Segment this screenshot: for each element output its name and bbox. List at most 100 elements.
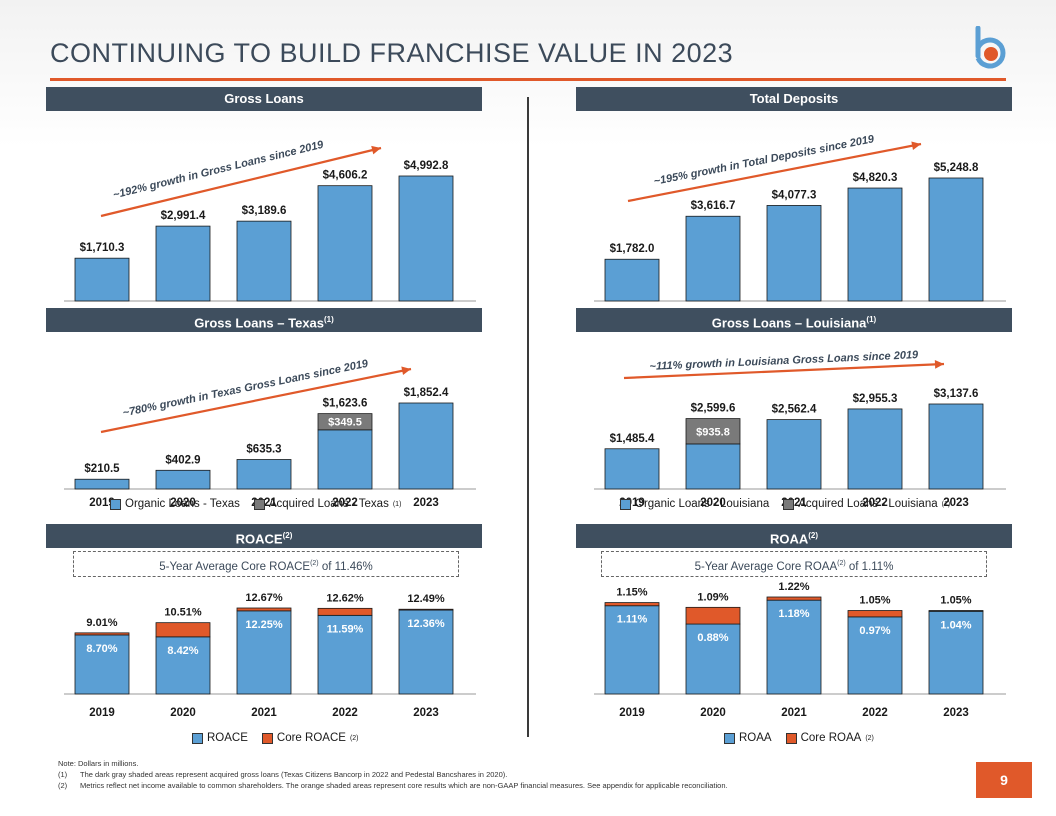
growth-annotation: ~780% growth in Texas Gross Loans since …: [122, 358, 370, 420]
growth-arrow: [627, 142, 922, 203]
bar-organic: [155, 225, 211, 302]
bar-core-increment: [155, 622, 211, 638]
x-tick-label: 2023: [413, 497, 439, 509]
roace-average-note: 5-Year Average Core ROACE(2) of 11.46%: [73, 551, 459, 577]
bar-organic: [604, 448, 660, 490]
core-roaa-swatch: [785, 732, 797, 744]
bar-organic: [928, 177, 984, 302]
roaa-legend: ROAA Core ROAA (2): [724, 732, 874, 744]
bar-organic: [155, 469, 211, 490]
legend-item-organic-texas: Organic Loans - Texas: [110, 498, 240, 510]
x-tick-label: 2022: [332, 707, 358, 719]
footnotes: Note: Dollars in millions. (1) The dark g…: [58, 758, 958, 791]
texas-loans-panel: Gross Loans – Texas(1) $210.5 2019 $402.9 2…: [46, 308, 482, 517]
data-label: $4,820.3: [853, 172, 898, 184]
x-tick-label: 2022: [862, 497, 888, 509]
legend-item-roace: ROACE: [192, 732, 248, 744]
x-tick-label: 2021: [251, 707, 277, 719]
inner-label: 11.59%: [327, 623, 364, 635]
bar-acquired: [317, 413, 373, 431]
gross-loans-panel: Gross Loans $1,710.32019$2,991.42020$3,1…: [46, 87, 482, 331]
roaa-header: ROAA(2): [576, 524, 1012, 548]
x-tick-label: 2021: [781, 707, 807, 719]
texas-legend: Organic Loans - Texas Acquired Loans - T…: [110, 498, 401, 510]
core-roace-swatch: [261, 732, 273, 744]
data-label: $2,991.4: [161, 210, 206, 222]
bar-core-increment: [685, 606, 741, 625]
x-tick-label: 2022: [332, 497, 358, 509]
data-label: $2,562.4: [772, 404, 817, 416]
x-tick-label: 2020: [700, 497, 726, 509]
inner-label: 1.18%: [778, 608, 809, 620]
footnote-intro: Note: Dollars in millions.: [58, 759, 139, 768]
louisiana-loans-header: Gross Loans – Louisiana(1): [576, 308, 1012, 332]
organic-swatch: [620, 498, 631, 510]
data-label: $1,623.6: [323, 398, 368, 410]
legend-item-organic-louisiana: Organic Loans - Louisiana: [620, 498, 769, 510]
bar-organic: [236, 220, 292, 302]
bar-organic: [766, 205, 822, 302]
legend-item-core-roaa: Core ROAA (2): [785, 732, 874, 744]
louisiana-loans-panel: Gross Loans – Louisiana(1) $1,485.4 2019 $…: [576, 308, 1012, 517]
segment-label: $935.8: [696, 426, 730, 438]
bar-organic: [317, 185, 373, 302]
x-tick-label: 2023: [943, 497, 969, 509]
bar-gaap: [398, 609, 454, 695]
data-label: $635.3: [246, 444, 281, 456]
data-label: $2,599.6: [691, 403, 736, 415]
bar-organic: [74, 478, 130, 490]
gross-loans-chart: $1,710.32019$2,991.42020$3,189.62021$4,6…: [64, 139, 476, 321]
roaa-chart: 1.11% 1.15% 2019 0.88% 1.09% 2020 1.18% 1.22% 20…: [594, 582, 1006, 719]
top-label: 1.15%: [616, 587, 647, 599]
data-label: $402.9: [165, 454, 200, 466]
legend-item-acquired-texas: Acquired Loans - Texas (1): [253, 498, 401, 510]
panel-divider: [527, 97, 529, 737]
x-tick-label: 2022: [862, 707, 888, 719]
x-tick-label: 2023: [943, 707, 969, 719]
growth-annotation: ~195% growth in Total Deposits since 201…: [653, 133, 876, 188]
bar-core-increment: [928, 610, 984, 612]
bar-gaap: [766, 599, 822, 695]
company-logo: [975, 26, 1006, 69]
bar-organic: [604, 258, 660, 302]
data-label: $3,616.7: [691, 200, 736, 212]
top-label: 12.67%: [245, 592, 283, 604]
x-tick-label: 2019: [619, 707, 645, 719]
inner-label: 1.04%: [940, 619, 971, 631]
x-tick-label: 2020: [170, 497, 196, 509]
footnote-1: (1) The dark gray shaded areas represent …: [58, 770, 508, 779]
top-label: 1.05%: [940, 595, 971, 607]
inner-label: 1.11%: [617, 614, 648, 626]
bar-gaap: [847, 616, 903, 695]
total-deposits-header: Total Deposits: [576, 87, 1012, 111]
top-label: 1.09%: [697, 591, 728, 603]
inner-label: 8.70%: [86, 643, 117, 655]
segment-label: $349.5: [328, 417, 362, 429]
bar-organic: [766, 419, 822, 490]
bar-core-increment: [236, 607, 292, 612]
x-tick-label: 2019: [89, 707, 115, 719]
growth-arrow-head: [934, 360, 944, 369]
legend-item-core-roace: Core ROACE (2): [261, 732, 359, 744]
bar-core-increment: [317, 607, 373, 616]
bar-organic: [317, 429, 373, 490]
roace-header: ROACE(2): [46, 524, 482, 548]
data-label: $4,606.2: [323, 170, 368, 182]
total-deposits-chart: $1,782.02019$3,616.72020$4,077.32021$4,8…: [594, 133, 1006, 321]
data-label: $1,485.4: [610, 433, 655, 445]
page-title: CONTINUING TO BUILD FRANCHISE VALUE IN 2…: [50, 38, 734, 68]
roaa-swatch: [724, 732, 735, 744]
bar-organic: [74, 257, 130, 302]
inner-label: 12.25%: [245, 619, 283, 631]
bar-organic: [685, 443, 741, 490]
top-label: 1.05%: [859, 595, 890, 607]
x-tick-label: 2019: [89, 497, 115, 509]
bar-gaap: [155, 636, 211, 695]
bar-gaap: [236, 610, 292, 695]
bar-organic: [236, 459, 292, 490]
data-label: $3,137.6: [934, 388, 979, 400]
gross-loans-header: Gross Loans: [46, 87, 482, 111]
louisiana-loans-chart: $1,485.42019$935.8$2,599.62020$2,562.420…: [594, 349, 1006, 509]
x-tick-label: 2020: [170, 707, 196, 719]
data-label: $1,782.0: [610, 243, 655, 255]
